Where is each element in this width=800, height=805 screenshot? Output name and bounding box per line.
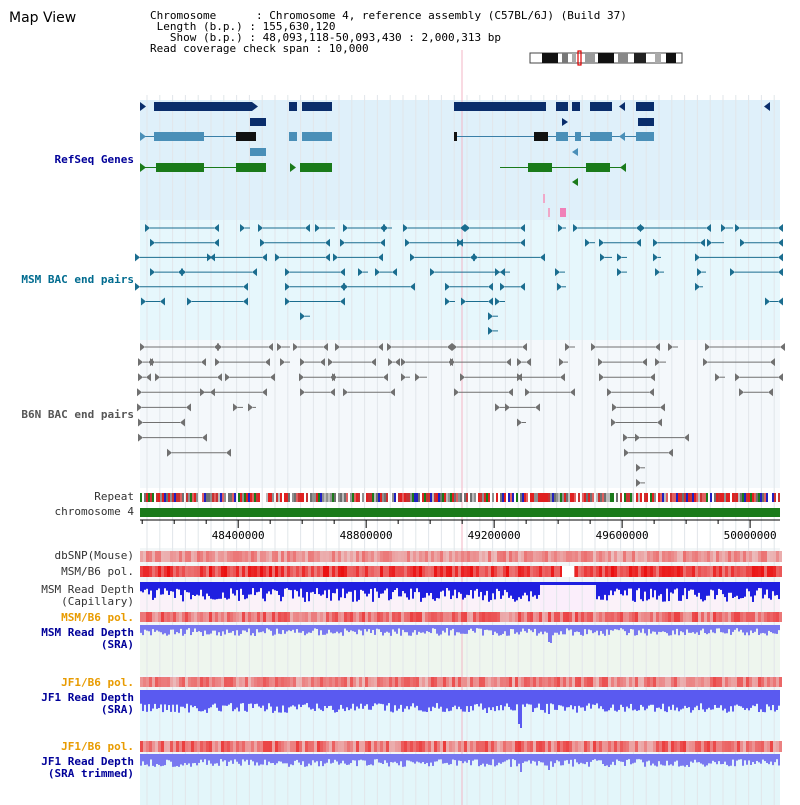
refseq-genes-label: RefSeq Genes (54, 153, 134, 166)
chromosome-label: Chromosome (150, 9, 217, 22)
length-label: Length (b.p.) (156, 20, 243, 33)
b6n-bac-track-bg (140, 340, 780, 488)
separator: : (242, 31, 263, 44)
jf1-b6-pol-label: JF1/B6 pol. (61, 676, 134, 689)
chromosome-ideogram[interactable] (529, 50, 683, 66)
separator: : (308, 42, 329, 55)
b6n-bac-label: B6N BAC end pairs (21, 408, 134, 421)
dbsnp-label: dbSNP(Mouse) (54, 549, 134, 562)
chromosome-info: Chromosome : Chromosome 4, reference ass… (150, 10, 627, 54)
axis-tick-label: 50000000 (724, 529, 777, 542)
axis-tick-label: 48800000 (340, 529, 393, 542)
gap-highlight (540, 582, 595, 610)
axis-tick-label: 49600000 (596, 529, 649, 542)
jf1-b6-pol-2-label: JF1/B6 pol. (61, 740, 134, 753)
refseq-track-bg (140, 100, 780, 220)
repeat-label: Repeat (94, 490, 134, 503)
jf1-depth-sra-label: JF1 Read Depth (SRA) (41, 691, 134, 716)
repeat-track[interactable] (140, 493, 780, 502)
coverage-label: Read coverage check span (150, 42, 309, 55)
page-title: Map View (9, 10, 77, 26)
chromosome-value: Chromosome 4, reference assembly (C57BL/… (269, 9, 627, 22)
msm-bac-end-pairs[interactable] (135, 224, 783, 335)
separator: : (216, 9, 270, 22)
axis-tick-label: 49200000 (468, 529, 521, 542)
read-depth-plots[interactable] (140, 582, 780, 772)
b6n-bac-end-pairs[interactable] (137, 343, 785, 487)
chromosome-label: chromosome 4 (54, 505, 134, 518)
msm-bac-track-bg (140, 220, 780, 340)
axis-tick-label: 48400000 (212, 529, 265, 542)
jf1-depth-trim-label: JF1 Read Depth (SRA trimmed) (41, 755, 134, 780)
show-label: Show (b.p.) (169, 31, 243, 44)
msm-depth-sra-label: MSM Read Depth (SRA) (41, 626, 134, 651)
show-value: 48,093,118-50,093,430 : 2,000,313 bp (262, 31, 502, 44)
msm-b6-pol-2-label: MSM/B6 pol. (61, 611, 134, 624)
position-axis: 48400000 48800000 49200000 49600000 50000000 (141, 520, 777, 542)
length-value: 155,630,120 (262, 20, 336, 33)
chromosome-bar[interactable] (140, 508, 780, 517)
polymorphism-heatmaps[interactable] (140, 551, 782, 752)
coverage-value: 10,000 (328, 42, 369, 55)
ideogram-position-marker (577, 50, 582, 66)
separator: : (242, 20, 263, 33)
msm-b6-pol-label: MSM/B6 pol. (61, 565, 134, 578)
msm-depth-capillary-label: MSM Read Depth (Capillary) (41, 583, 134, 608)
refseq-genes[interactable] (140, 102, 770, 217)
msm-bac-label: MSM BAC end pairs (21, 273, 134, 286)
